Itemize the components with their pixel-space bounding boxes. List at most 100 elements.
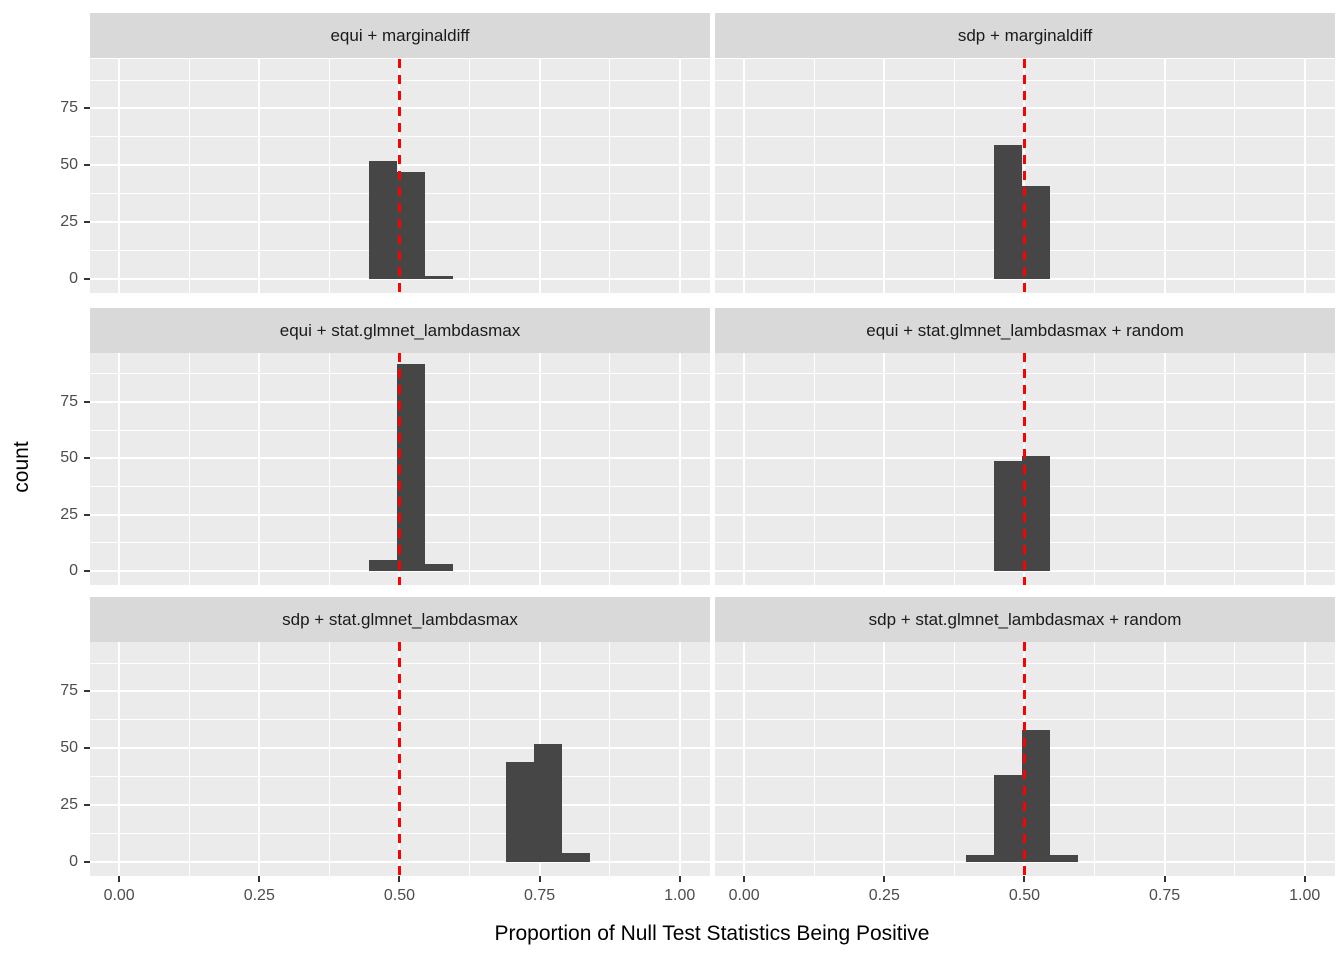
x-major-gridline (258, 353, 261, 585)
x-major-gridline (118, 353, 121, 585)
histogram-bar (562, 852, 591, 862)
x-tick-mark (1023, 876, 1026, 882)
y-tick-label: 0 (69, 269, 78, 287)
x-major-gridline (678, 642, 681, 876)
histogram-bar (993, 460, 1022, 571)
histogram-bar (424, 276, 453, 279)
y-tick-mark (84, 860, 90, 863)
histogram-bar (993, 144, 1022, 279)
x-tick-mark (118, 876, 121, 882)
facet-strip-label: sdp + stat.glmnet_lambdasmax + random (868, 609, 1182, 629)
x-minor-gridline (813, 642, 815, 876)
x-minor-gridline (188, 353, 190, 585)
x-minor-gridline (609, 642, 611, 876)
x-major-gridline (1303, 353, 1306, 585)
x-minor-gridline (953, 59, 955, 293)
x-major-gridline (743, 642, 746, 876)
facet-panel-sdp-glmnet (90, 642, 710, 876)
facet-strip-sdp-glmnet: sdp + stat.glmnet_lambdasmax (90, 597, 710, 642)
x-major-gridline (743, 353, 746, 585)
facet-strip-label: equi + stat.glmnet_lambdasmax (279, 320, 521, 340)
facet-strip-sdp-marginaldiff: sdp + marginaldiff (715, 13, 1335, 58)
x-minor-gridline (328, 353, 330, 585)
y-tick-label: 25 (60, 212, 78, 230)
x-minor-gridline (1234, 59, 1236, 293)
x-major-gridline (678, 353, 681, 585)
x-minor-gridline (328, 642, 330, 876)
x-tick-label: 0.50 (383, 887, 415, 904)
x-tick-mark (538, 876, 541, 882)
x-tick-mark (678, 876, 681, 882)
x-tick-label: 1.00 (664, 887, 696, 904)
x-major-gridline (1163, 59, 1166, 293)
histogram-bar (505, 761, 534, 862)
x-major-gridline (678, 59, 681, 293)
y-tick-label: 25 (60, 505, 78, 523)
x-major-gridline (538, 353, 541, 585)
x-minor-gridline (609, 59, 611, 293)
facet-strip-equi-marginaldiff: equi + marginaldiff (90, 13, 710, 58)
y-tick-label: 75 (60, 99, 78, 117)
x-tick-mark (398, 876, 401, 882)
y-tick-mark (84, 457, 90, 460)
facet-panel-sdp-glmnet-random (715, 642, 1335, 876)
facet-strip-label: sdp + marginaldiff (957, 25, 1093, 45)
y-tick-label: 50 (60, 739, 78, 757)
x-major-gridline (118, 642, 121, 876)
x-minor-gridline (813, 353, 815, 585)
x-major-gridline (1163, 353, 1166, 585)
null-reference-vline (1022, 353, 1026, 585)
y-tick-mark (84, 747, 90, 750)
histogram-bar (1049, 854, 1078, 862)
x-minor-gridline (1094, 353, 1095, 585)
x-minor-gridline (1234, 353, 1236, 585)
x-minor-gridline (469, 642, 470, 876)
x-tick-label: 0.50 (1008, 887, 1040, 904)
x-axis-title: Proportion of Null Test Statistics Being… (494, 922, 930, 945)
y-tick-label: 25 (60, 795, 78, 813)
x-minor-gridline (609, 353, 611, 585)
histogram-bar (424, 564, 453, 571)
histogram-bar (1021, 185, 1050, 279)
y-tick-label: 50 (60, 449, 78, 467)
facet-panel-equi-marginaldiff (90, 59, 710, 293)
y-tick-mark (84, 690, 90, 693)
x-major-gridline (118, 59, 121, 293)
x-minor-gridline (1094, 59, 1095, 293)
null-reference-vline (397, 59, 401, 293)
histogram-bar (1021, 730, 1050, 862)
x-major-gridline (883, 59, 886, 293)
facet-strip-equi-glmnet: equi + stat.glmnet_lambdasmax (90, 308, 710, 353)
x-tick-mark (1163, 876, 1166, 882)
y-tick-mark (84, 277, 90, 280)
histogram-bar (368, 559, 397, 571)
x-minor-gridline (188, 642, 190, 876)
histogram-bar (993, 775, 1022, 862)
y-tick-mark (84, 803, 90, 806)
null-reference-vline (397, 642, 401, 876)
x-major-gridline (1303, 642, 1306, 876)
facet-panel-equi-glmnet-random (715, 353, 1335, 585)
x-minor-gridline (469, 353, 470, 585)
facet-panel-equi-glmnet (90, 353, 710, 585)
histogram-bar (965, 854, 994, 862)
x-tick-label: 0.25 (243, 887, 275, 904)
x-minor-gridline (953, 642, 955, 876)
x-major-gridline (1303, 59, 1306, 293)
histogram-bar (533, 743, 562, 862)
x-major-gridline (258, 642, 261, 876)
null-reference-vline (1022, 642, 1026, 876)
facet-strip-label: equi + marginaldiff (330, 25, 470, 45)
x-tick-label: 0.25 (868, 887, 900, 904)
y-tick-label: 0 (69, 852, 78, 870)
null-reference-vline (397, 353, 401, 585)
facet-panel-sdp-marginaldiff (715, 59, 1335, 293)
histogram-bar (396, 172, 425, 279)
x-major-gridline (258, 59, 261, 293)
facet-strip-sdp-glmnet-random: sdp + stat.glmnet_lambdasmax + random (715, 597, 1335, 642)
y-tick-label: 75 (60, 682, 78, 700)
x-tick-mark (1303, 876, 1306, 882)
histogram-bar (1021, 456, 1050, 571)
x-tick-label: 0.75 (1149, 887, 1181, 904)
